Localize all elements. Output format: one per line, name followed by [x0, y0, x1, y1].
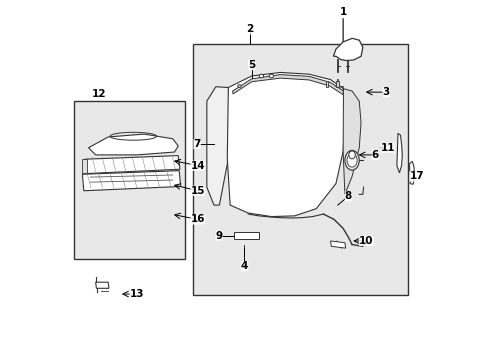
Text: 7: 7 — [193, 139, 201, 149]
Polygon shape — [336, 81, 339, 87]
Polygon shape — [396, 134, 402, 173]
Text: 6: 6 — [371, 150, 378, 160]
Text: 3: 3 — [382, 87, 389, 97]
Polygon shape — [408, 161, 414, 184]
Polygon shape — [333, 39, 362, 60]
Polygon shape — [96, 282, 109, 288]
Text: 8: 8 — [344, 191, 351, 201]
Polygon shape — [325, 81, 328, 87]
Text: 16: 16 — [190, 215, 204, 224]
Text: 4: 4 — [240, 261, 248, 271]
Polygon shape — [82, 159, 86, 173]
Bar — [74, 101, 185, 259]
Ellipse shape — [259, 74, 263, 78]
Text: 10: 10 — [359, 236, 373, 246]
Polygon shape — [343, 89, 360, 194]
Polygon shape — [227, 72, 344, 217]
Text: 9: 9 — [215, 231, 223, 240]
Text: 13: 13 — [129, 289, 144, 299]
Ellipse shape — [237, 85, 241, 87]
Polygon shape — [330, 241, 345, 248]
Polygon shape — [82, 171, 180, 191]
Text: 12: 12 — [92, 89, 106, 99]
Ellipse shape — [348, 151, 355, 159]
Polygon shape — [232, 75, 343, 95]
Polygon shape — [206, 87, 230, 205]
Text: 15: 15 — [190, 186, 204, 196]
Bar — [192, 44, 407, 295]
Ellipse shape — [346, 153, 356, 167]
Polygon shape — [88, 134, 178, 155]
Polygon shape — [85, 156, 180, 174]
Ellipse shape — [335, 85, 339, 87]
Text: 2: 2 — [246, 24, 253, 35]
Ellipse shape — [269, 74, 273, 78]
Text: 14: 14 — [190, 161, 205, 171]
Text: 5: 5 — [247, 60, 255, 70]
Text: 1: 1 — [339, 7, 346, 17]
Ellipse shape — [344, 150, 359, 170]
Polygon shape — [234, 232, 258, 239]
Text: 17: 17 — [408, 171, 423, 181]
Text: 11: 11 — [380, 143, 394, 153]
